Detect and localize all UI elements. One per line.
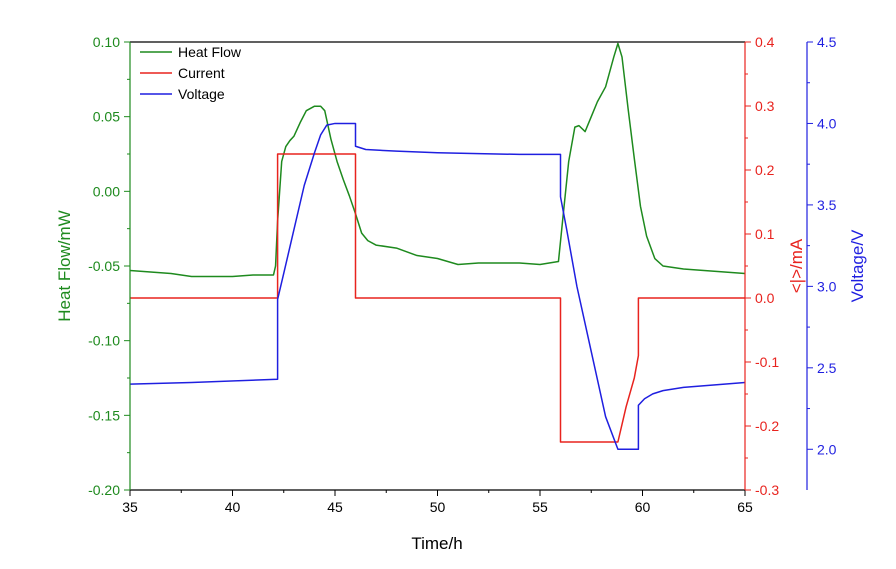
legend: Heat Flow Current Voltage [140, 44, 242, 102]
right2-tick-label-0: 4.5 [817, 34, 837, 50]
left-tick-label-0: 0.10 [93, 34, 120, 50]
right1-tick-label-6: -0.2 [755, 418, 779, 434]
x-tick-label-4: 55 [532, 499, 548, 515]
x-axis-title: Time/h [411, 534, 462, 553]
left-tick-label-3: -0.05 [88, 258, 120, 274]
right1-tick-label-0: 0.4 [755, 34, 775, 50]
axes-layer: 35 40 45 50 55 60 65 0.10 0.05 0.00 -0.05 -0.10 -0.1… [88, 34, 837, 515]
plot-lines [130, 42, 745, 451]
x-tick-label-5: 60 [635, 499, 651, 515]
x-tick-label-1: 40 [225, 499, 241, 515]
left-tick-label-4: -0.10 [88, 333, 120, 349]
right1-axis-title: <|>/mA [787, 238, 806, 293]
x-tick-label-6: 65 [737, 499, 753, 515]
left-axis-title: Heat Flow/mW [55, 210, 74, 321]
left-tick-label-5: -0.15 [88, 407, 120, 423]
left-tick-label-6: -0.20 [88, 482, 120, 498]
right2-tick-label-2: 3.5 [817, 197, 837, 213]
series-line-current [130, 153, 745, 443]
right2-tick-label-1: 4.0 [817, 115, 837, 131]
x-tick-label-0: 35 [122, 499, 138, 515]
right2-tick-label-5: 2.0 [817, 441, 837, 457]
series-line-heat-flow [130, 42, 745, 278]
right1-tick-label-7: -0.3 [755, 482, 779, 498]
right1-tick-label-3: 0.1 [755, 226, 775, 242]
x-tick-label-3: 50 [430, 499, 446, 515]
series-line-voltage [130, 122, 745, 451]
legend-label-current: Current [178, 65, 225, 81]
right2-tick-label-3: 3.0 [817, 278, 837, 294]
legend-label-heat-flow: Heat Flow [178, 44, 242, 60]
right1-tick-label-5: -0.1 [755, 354, 779, 370]
left-tick-label-2: 0.00 [93, 183, 120, 199]
right1-tick-label-4: 0.0 [755, 290, 775, 306]
right1-tick-label-1: 0.3 [755, 98, 775, 114]
left-tick-label-1: 0.05 [93, 109, 120, 125]
right1-tick-label-2: 0.2 [755, 162, 775, 178]
right2-axis-title: Voltage/V [848, 229, 867, 302]
right2-tick-label-4: 2.5 [817, 360, 837, 376]
legend-label-voltage: Voltage [178, 86, 225, 102]
x-tick-label-2: 45 [327, 499, 343, 515]
